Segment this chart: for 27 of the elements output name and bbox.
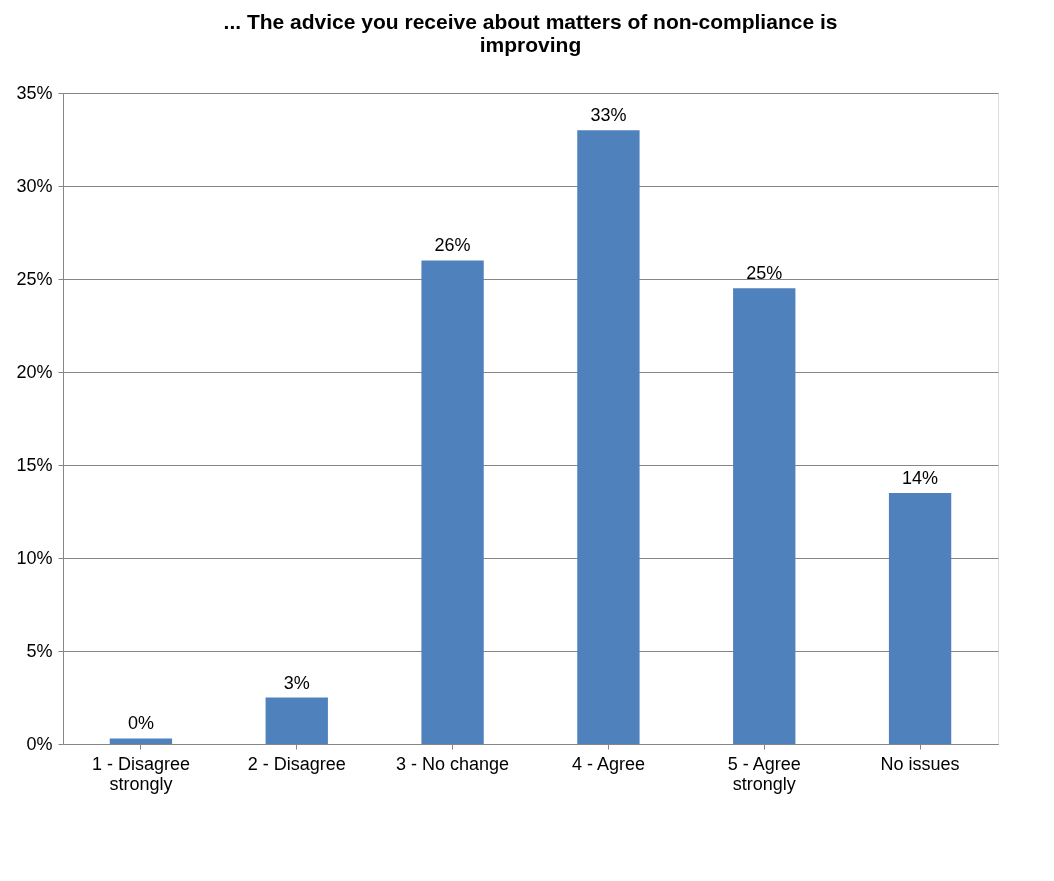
bar [265,697,328,744]
x-tick-label: 1 - Disagree strongly [91,753,190,794]
data-label: 26% [434,235,471,256]
data-label: 25% [746,263,783,284]
y-tick-label: 25% [16,268,53,289]
data-label: 33% [590,105,627,126]
data-label: 14% [902,467,939,488]
bar [109,738,173,744]
bar [888,492,952,744]
y-tick-label: 10% [16,547,53,568]
x-tick-label: 2 - Disagree [247,753,346,774]
x-tick-label: 3 - No change [396,753,510,774]
y-tick-label: 35% [16,82,53,103]
y-tick-label: 0% [26,733,53,754]
chart-title: ... The advice you receive about matters of non-compliance is improving [223,10,838,56]
x-tick-label: 5 - Agree strongly [727,753,801,794]
y-tick-label: 20% [16,361,53,382]
data-label: 0% [127,713,154,734]
bar [733,288,796,744]
y-tick-label: 30% [16,175,53,196]
x-tick-label: No issues [880,753,960,774]
y-tick-label: 5% [26,640,53,661]
x-tick-label: 4 - Agree [571,753,645,774]
bar [421,260,484,744]
data-label: 3% [283,672,310,693]
y-tick-label: 15% [16,454,53,475]
bar [577,130,640,744]
